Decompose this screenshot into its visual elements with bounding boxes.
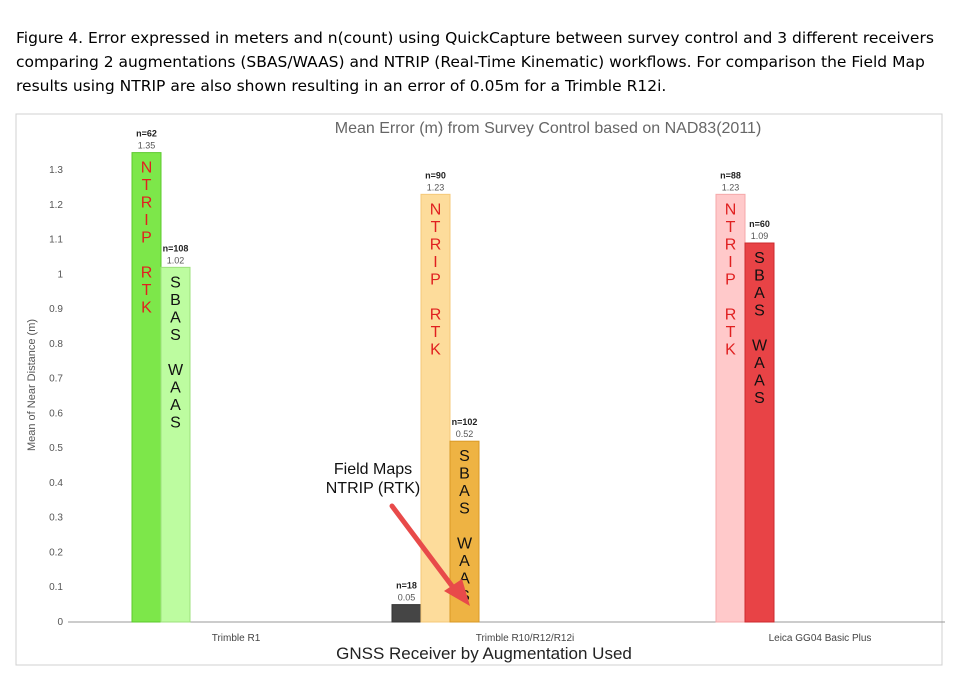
- y-tick-label: 0.9: [49, 304, 63, 315]
- bar-inner-letter: W: [457, 536, 473, 553]
- bar-inner-letter: W: [168, 362, 184, 379]
- bar-inner-letter: W: [752, 338, 768, 355]
- y-tick-label: 0.7: [49, 374, 63, 385]
- y-tick-label: 0.3: [49, 513, 63, 524]
- bar-inner-letter: S: [459, 501, 470, 518]
- bar: [744, 242, 775, 623]
- annotation-arrow-head: [444, 579, 470, 606]
- bar-count-label: n=90: [425, 170, 446, 180]
- bar-count-label: n=18: [396, 581, 417, 591]
- bar-inner-letter: A: [170, 379, 181, 396]
- bar-inner-letter: B: [170, 292, 181, 309]
- bar-inner-letter: T: [726, 219, 736, 236]
- bar-count-label: n=62: [136, 129, 157, 139]
- bar-count-label: n=60: [749, 219, 770, 229]
- bar-inner-letter: K: [430, 341, 441, 358]
- bar-inner-letter: P: [141, 230, 152, 247]
- bar-inner-letter: T: [142, 177, 152, 194]
- y-tick-label: 0.5: [49, 443, 63, 454]
- bar-value-label: 1.23: [722, 182, 740, 192]
- bar-value-label: 1.35: [138, 141, 156, 151]
- bar-inner-letter: T: [142, 282, 152, 299]
- bar-inner-letter: A: [459, 553, 470, 570]
- chart-title: Mean Error (m) from Survey Control based…: [335, 120, 762, 137]
- bar-inner-letter: S: [754, 390, 765, 407]
- bar-count-label: n=88: [720, 170, 741, 180]
- bar-inner-letter: R: [725, 236, 737, 253]
- bar-inner-letter: S: [754, 250, 765, 267]
- bar-inner-letter: K: [725, 341, 736, 358]
- bar-inner-letter: A: [459, 571, 470, 588]
- y-tick-label: 1.2: [49, 200, 63, 211]
- bar-value-label: 0.52: [456, 429, 474, 439]
- bar: [131, 152, 162, 623]
- bar-inner-letter: R: [430, 306, 442, 323]
- bar-inner-letter: R: [725, 306, 737, 323]
- x-tick-label: Leica GG04 Basic Plus: [769, 633, 872, 644]
- y-tick-label: 0.8: [49, 339, 63, 350]
- bar-inner-letter: B: [754, 268, 765, 285]
- y-axis: 0 0.1 0.2 0.3 0.4 0.5 0.6 0.7 0.8 0.9 1 1.1 1.2 1.3: [49, 165, 63, 628]
- bar-inner-letter: A: [754, 355, 765, 372]
- y-tick-label: 1.3: [49, 165, 63, 176]
- bar-inner-letter: N: [141, 160, 153, 177]
- chart-frame: [15, 113, 943, 666]
- bar-inner-letter: R: [430, 236, 442, 253]
- annotation-arrow-shaft: [389, 503, 461, 597]
- bar-inner-letter: A: [754, 285, 765, 302]
- bar-value-label: 1.02: [167, 255, 185, 265]
- x-axis-title: GNSS Receiver by Augmentation Used: [336, 644, 632, 663]
- bar-inner-letter: N: [725, 201, 737, 218]
- bar-inner-letter: A: [170, 309, 181, 326]
- bar-inner-letter: S: [170, 274, 181, 291]
- annotation-text: NTRIP (RTK): [326, 480, 421, 497]
- bar-inner-letter: T: [431, 219, 441, 236]
- y-tick-label: 0.6: [49, 408, 63, 419]
- bar-inner-letter: A: [459, 483, 470, 500]
- field-maps-annotation: Field Maps NTRIP (RTK): [326, 461, 470, 606]
- annotation-text: Field Maps: [334, 461, 412, 478]
- bar-inner-letter: I: [728, 254, 732, 271]
- bar-inner-letter: S: [459, 448, 470, 465]
- bar-inner-letter: S: [754, 303, 765, 320]
- bar-inner-letter: S: [170, 327, 181, 344]
- bar-inner-letter: I: [433, 254, 437, 271]
- y-axis-title: Mean of Near Distance (m): [26, 319, 38, 451]
- bar-inner-letter: P: [725, 271, 736, 288]
- bar-inner-letter: B: [459, 466, 470, 483]
- figure-caption: Figure 4. Error expressed in meters and …: [16, 29, 934, 95]
- y-tick-label: 0: [57, 617, 63, 628]
- bar-value-label: 1.23: [427, 182, 445, 192]
- bar-count-label: n=102: [452, 417, 478, 427]
- x-tick-label: Trimble R10/R12/R12i: [476, 633, 575, 644]
- bar-inner-letter: T: [431, 324, 441, 341]
- y-tick-label: 1: [57, 269, 63, 280]
- plot-area: Trimble R1 Trimble R10/R12/R12i Leica GG04…: [68, 129, 945, 644]
- bar-inner-letter: I: [144, 212, 148, 229]
- y-tick-label: 0.2: [49, 547, 63, 558]
- bar-value-label: 0.05: [398, 593, 416, 603]
- x-tick-label: Trimble R1: [212, 633, 261, 644]
- bar-inner-letter: S: [170, 414, 181, 431]
- bar-inner-letter: T: [726, 324, 736, 341]
- bar: [391, 604, 422, 623]
- bar-value-label: 1.09: [751, 231, 769, 241]
- bar-inner-letter: P: [430, 271, 441, 288]
- y-tick-label: 1.1: [49, 235, 63, 246]
- bar-inner-letter: A: [170, 397, 181, 414]
- y-tick-label: 0.4: [49, 478, 63, 489]
- bar-inner-letter: N: [430, 201, 442, 218]
- bar: [160, 266, 191, 623]
- bar-inner-letter: R: [141, 195, 153, 212]
- bar-inner-letter: A: [754, 373, 765, 390]
- y-tick-label: 0.1: [49, 582, 63, 593]
- bar-inner-letter: R: [141, 265, 153, 282]
- bar-inner-letter: K: [141, 300, 152, 317]
- bar-count-label: n=108: [163, 243, 189, 253]
